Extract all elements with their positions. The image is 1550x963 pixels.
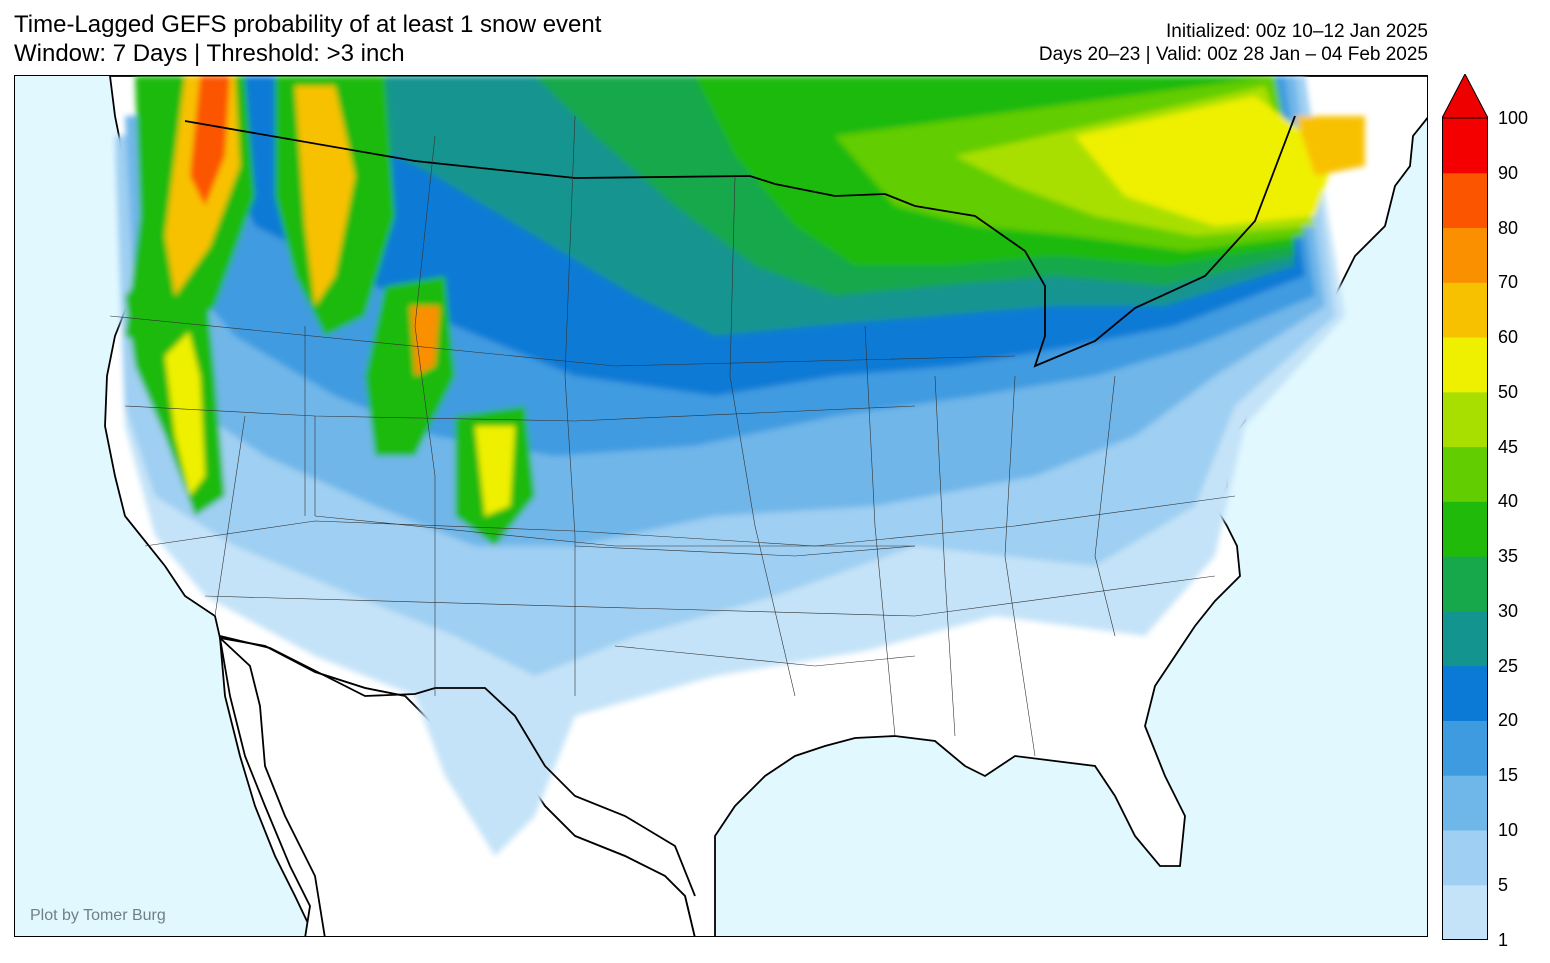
colorbar-segment — [1442, 720, 1488, 776]
field-west-50 — [165, 316, 205, 496]
colorbar-segment — [1442, 172, 1488, 229]
colorbar-tick-label: 45 — [1498, 436, 1519, 457]
colorbar-segment — [1442, 501, 1488, 557]
map-panel — [14, 75, 1428, 937]
plot-credit: Plot by Tomer Burg — [30, 907, 166, 924]
colorbar — [1442, 74, 1488, 940]
colorbar-tick-label: 60 — [1498, 327, 1519, 348]
map-title: Time-Lagged GEFS probability of at least… — [14, 10, 601, 68]
colorbar-tick-label: 10 — [1498, 819, 1519, 840]
colorbar-tick-label: 35 — [1498, 546, 1519, 567]
colorbar-segment — [1442, 775, 1488, 831]
colorbar-tick-label: 15 — [1498, 765, 1519, 786]
colorbar-segment — [1442, 829, 1488, 886]
colorbar-segment — [1442, 118, 1488, 174]
colorbar-segment — [1442, 391, 1488, 448]
colorbar-segments — [1442, 118, 1488, 940]
field-colorado-50 — [475, 426, 515, 516]
colorbar-segment — [1442, 884, 1488, 940]
colorbar-segment — [1442, 665, 1488, 721]
run-info: Initialized: 00z 10–12 Jan 2025 Days 20–… — [1039, 20, 1428, 66]
colorbar-labels: 1 5 10 15 20 25 30 35 40 45 50 60 70 80 90 100 — [1498, 0, 1548, 963]
colorbar-segment — [1442, 556, 1488, 612]
map-svg — [15, 76, 1427, 936]
state-lines — [109, 115, 1236, 757]
title-line-1: Time-Lagged GEFS probability of at least… — [14, 11, 602, 38]
colorbar-segment — [1442, 446, 1488, 502]
colorbar-tick-label: 5 — [1498, 874, 1509, 895]
baja-peninsula — [218, 635, 326, 936]
title-line-2: Window: 7 Days | Threshold: >3 inch — [14, 40, 405, 67]
colorbar-tick-label: 70 — [1498, 272, 1519, 293]
colorbar-tick-label: 30 — [1498, 600, 1519, 621]
colorbar-tick-label: 1 — [1498, 929, 1509, 950]
colorbar-tick-label: 25 — [1498, 655, 1519, 676]
colorbar-extend-arrow — [1442, 74, 1488, 119]
field-50pct — [1075, 96, 1335, 226]
initialized-text: Initialized: 00z 10–12 Jan 2025 — [1166, 21, 1428, 42]
field-tetons-70 — [410, 306, 440, 376]
colorbar-tick-label: 20 — [1498, 710, 1519, 731]
colorbar-segment — [1442, 282, 1488, 338]
colorbar-tick-label: 90 — [1498, 162, 1519, 183]
colorbar-segment — [1442, 227, 1488, 283]
valid-text: Days 20–23 | Valid: 00z 28 Jan – 04 Feb … — [1038, 44, 1428, 65]
probability-fields — [115, 76, 1365, 856]
us-canada-border — [184, 115, 1296, 368]
field-cascades-80 — [190, 76, 230, 206]
colorbar-tick-label: 40 — [1498, 491, 1519, 512]
colorbar-tick-label: 50 — [1498, 381, 1519, 402]
colorbar-tick-label: 80 — [1498, 217, 1519, 238]
colorbar-border — [1442, 117, 1488, 940]
field-60pct-ne — [1295, 116, 1365, 176]
colorbar-segment — [1442, 610, 1488, 667]
colorbar-tick-label: 100 — [1498, 108, 1529, 128]
borders — [109, 115, 1296, 897]
field-rockies-60 — [295, 86, 355, 306]
us-mexico-border — [219, 635, 696, 897]
colorbar-segment — [1442, 337, 1488, 393]
